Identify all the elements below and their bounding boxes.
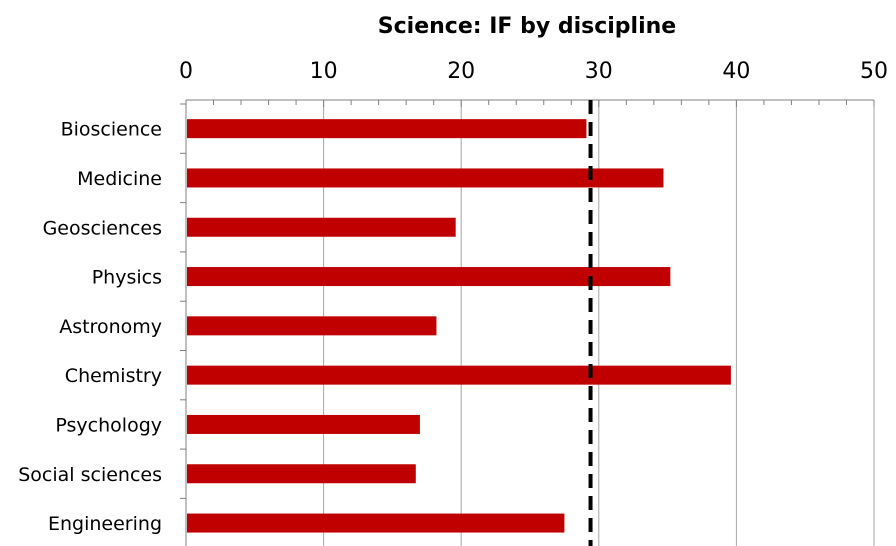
bar xyxy=(187,414,420,434)
chart-title: Science: IF by discipline xyxy=(378,14,676,39)
x-tick-label: 20 xyxy=(447,59,475,84)
category-label: Physics xyxy=(92,267,162,289)
bar xyxy=(187,365,731,385)
category-label: Medicine xyxy=(77,168,162,190)
category-label: Bioscience xyxy=(61,119,162,141)
x-tick-label: 50 xyxy=(860,59,888,84)
bar xyxy=(187,168,664,188)
category-label: Geosciences xyxy=(43,217,162,239)
bar xyxy=(187,316,437,336)
x-axis: 0 10 20 30 40 50 xyxy=(179,59,888,546)
category-label: Engineering xyxy=(48,513,162,535)
category-label: Psychology xyxy=(55,414,162,436)
x-tick-label: 40 xyxy=(722,59,750,84)
x-tick-label: 30 xyxy=(585,59,613,84)
category-labels: Bioscience Medicine Geosciences Physics Astr… xyxy=(18,119,162,535)
category-label: Chemistry xyxy=(65,365,162,387)
x-tick-label: 0 xyxy=(179,59,193,84)
bars xyxy=(187,119,731,533)
bar xyxy=(187,513,565,533)
category-label: Social sciences xyxy=(18,464,162,486)
bar xyxy=(187,267,671,287)
bar xyxy=(187,119,587,139)
bar xyxy=(187,217,456,237)
category-label: Astronomy xyxy=(59,316,162,338)
x-tick-label: 10 xyxy=(310,59,338,84)
bar xyxy=(187,464,416,484)
